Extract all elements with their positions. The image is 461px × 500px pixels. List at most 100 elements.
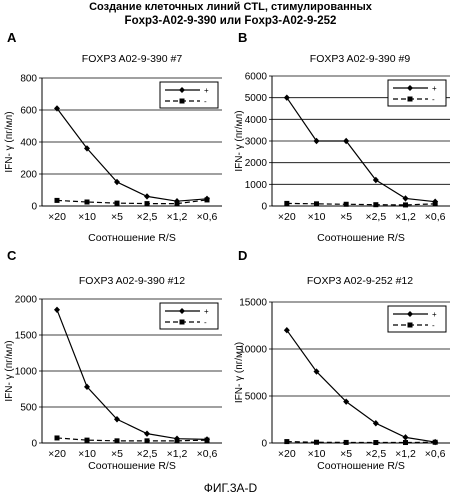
panel-b-x-axis-label: Соотношение R/S xyxy=(317,232,405,244)
panel-d-y-tick-label: 5000 xyxy=(245,392,268,403)
panel-b-x-tick-label: ×20 xyxy=(278,211,296,223)
panel-c-x-tick-label: ×0,6 xyxy=(197,448,218,460)
panel-c-point-minus xyxy=(174,438,180,444)
panel-c-point-plus xyxy=(54,306,60,313)
panel-a-x-axis-label: Соотношение R/S xyxy=(88,232,176,244)
panel-a-x-tick-label: ×1,2 xyxy=(167,211,188,223)
panel-d-x-tick-label: ×20 xyxy=(278,448,296,460)
panel-b-x-tick-label: ×1,2 xyxy=(395,211,416,223)
panel-a-legend xyxy=(159,81,219,109)
panel-b-point-plus xyxy=(402,195,409,202)
panel-d-letter: D xyxy=(238,248,247,263)
panel-d-y-tick-label: 15000 xyxy=(239,298,267,309)
panel-d-y-tick-label: 10000 xyxy=(239,345,267,356)
panel-c-point-minus xyxy=(144,438,150,444)
panel-d-point-minus xyxy=(373,440,379,446)
panel-c-y-axis-label: IFN- γ (пг/мл) xyxy=(4,340,15,401)
panel-b-legend xyxy=(387,79,447,107)
panel-a-point-minus xyxy=(204,197,210,203)
panel-a-point-minus xyxy=(54,197,60,203)
panel-a-legend-label: + xyxy=(204,86,209,95)
panel-b-series-line-plus xyxy=(286,97,436,203)
panel-b-legend-marker-minus xyxy=(407,96,413,102)
panel-d-y-axis-label: IFN- γ (пг/мл) xyxy=(234,342,245,403)
panel-a-x-tick-label: ×5 xyxy=(111,211,123,223)
panel-b-legend-marker-plus xyxy=(407,85,413,91)
panel-a-point-minus xyxy=(84,199,90,205)
panel-a-x-tick-label: ×0,6 xyxy=(197,211,218,223)
panel-b-x-tick-label: ×2,5 xyxy=(365,211,386,223)
panel-c-point-plus xyxy=(84,383,90,391)
panel-a-point-minus xyxy=(114,200,120,206)
panel-a-series-line-minus xyxy=(56,199,208,205)
panel-c-point-minus xyxy=(84,437,90,443)
panel-d-point-minus xyxy=(284,439,290,445)
panel-b-x-tick-label: ×0,6 xyxy=(425,211,446,223)
panel-d-point-plus xyxy=(313,368,320,375)
panel-d-legend xyxy=(387,305,447,333)
panel-a-legend-marker-plus xyxy=(179,87,185,93)
panel-d-x-axis-label: Соотношение R/S xyxy=(317,460,405,472)
panel-c-series-line-minus xyxy=(56,437,208,442)
panel-a-x-tick-label: ×20 xyxy=(48,211,66,223)
panel-b-y-tick-label: 0 xyxy=(261,202,267,213)
panel-c-y-tick-label: 0 xyxy=(31,439,37,450)
panel-d-legend-label: + xyxy=(432,310,437,319)
panel-b-y-tick-label: 3000 xyxy=(245,137,268,148)
panel-d-point-minus xyxy=(343,439,349,445)
panel-b-letter: B xyxy=(238,30,247,45)
panel-d-legend-label: - xyxy=(432,321,435,330)
panel-c-y-tick-label: 500 xyxy=(20,403,37,414)
panel-a-legend-marker-minus xyxy=(179,98,185,104)
panel-a-y-tick-label: 600 xyxy=(20,106,37,117)
panel-a-letter: A xyxy=(7,30,17,45)
panel-b-point-minus xyxy=(343,201,349,207)
panel-b-x-tick-label: ×5 xyxy=(340,211,352,223)
panel-d-x-tick-label: ×5 xyxy=(340,448,352,460)
panel-c-x-axis-label: Соотношение R/S xyxy=(88,460,176,472)
panel-c-legend xyxy=(159,302,219,330)
panel-c-letter: C xyxy=(7,248,17,263)
panel-c-x-tick-label: ×20 xyxy=(48,448,66,460)
panel-c-legend-label: + xyxy=(204,307,209,316)
panel-b-point-minus xyxy=(314,201,319,207)
panel-d-series-line-plus xyxy=(286,329,436,443)
panel-b-y-tick-label: 4000 xyxy=(245,115,268,126)
panel-c-point-plus xyxy=(114,416,120,423)
panel-d-x-tick-label: ×0,6 xyxy=(425,448,446,460)
panel-c-point-minus xyxy=(204,437,210,443)
panel-c-x-tick-label: ×2,5 xyxy=(137,448,158,460)
panel-c-x-tick-label: ×1,2 xyxy=(167,448,188,460)
panel-b-point-plus xyxy=(313,137,320,145)
panel-d-point-plus xyxy=(283,327,290,334)
panel-b-y-tick-label: 1000 xyxy=(245,180,268,191)
panel-d-point-plus xyxy=(402,434,409,441)
figure-header-line1: Создание клеточных линий CTL, стимулиров… xyxy=(89,1,372,13)
panel-b-y-tick-label: 5000 xyxy=(245,93,268,104)
panel-a-y-tick-label: 200 xyxy=(20,170,37,181)
panel-c-x-tick-label: ×10 xyxy=(78,448,96,460)
panel-d-point-minus xyxy=(432,439,438,445)
panel-b-legend-label: - xyxy=(432,95,435,104)
panel-b-point-plus xyxy=(343,137,350,145)
panel-a-point-plus xyxy=(84,145,90,152)
panel-d-point-minus xyxy=(403,440,408,446)
panel-b-y-axis-label: IFN- γ (пг/мл) xyxy=(234,110,245,171)
panel-c-title: FOXP3 A02-9-390 #12 xyxy=(79,275,185,287)
panel-c-legend-marker-minus xyxy=(179,319,185,325)
panel-d-point-plus xyxy=(372,420,379,427)
panel-c-y-tick-label: 2000 xyxy=(15,295,38,306)
panel-a-x-tick-label: ×2,5 xyxy=(137,211,158,223)
panel-a-legend-label: - xyxy=(204,97,207,106)
panel-a-point-minus xyxy=(144,201,150,207)
panel-d-y-tick-label: 0 xyxy=(261,439,267,450)
panel-b-point-minus xyxy=(373,202,379,208)
panel-b-title: FOXP3 A02-9-390 #9 xyxy=(310,53,411,65)
panel-a-title: FOXP3 A02-9-390 #7 xyxy=(82,53,183,65)
panel-d-series-line-minus xyxy=(286,440,436,444)
panel-a-point-plus xyxy=(114,178,120,186)
panel-a-y-tick-label: 400 xyxy=(20,138,37,149)
panel-c-point-minus xyxy=(54,435,60,441)
panel-a-x-tick-label: ×10 xyxy=(78,211,96,223)
panel-b-point-plus xyxy=(372,176,379,184)
